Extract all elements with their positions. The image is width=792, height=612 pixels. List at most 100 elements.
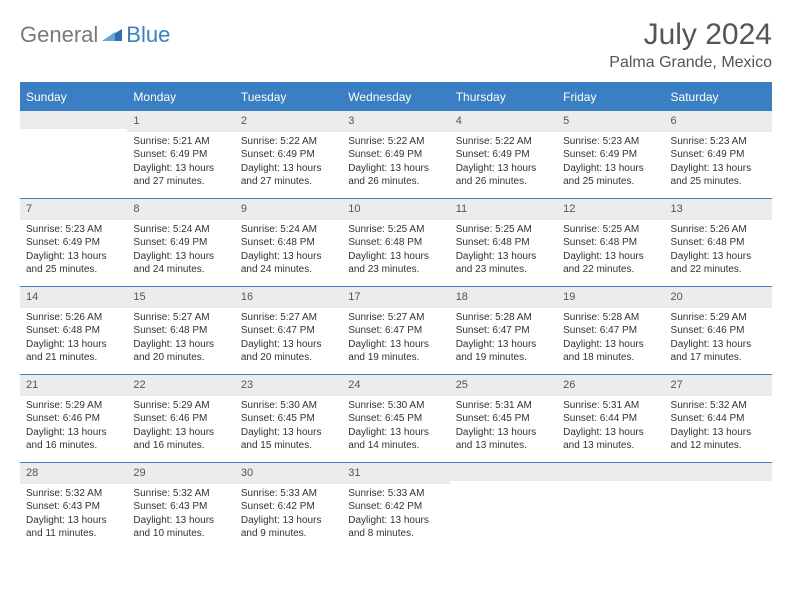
day-detail-line: Daylight: 13 hours (241, 426, 336, 440)
day-details: Sunrise: 5:22 AMSunset: 6:49 PMDaylight:… (235, 132, 342, 193)
calendar-day-cell: 28Sunrise: 5:32 AMSunset: 6:43 PMDayligh… (20, 463, 127, 551)
day-detail-line: Sunset: 6:45 PM (456, 412, 551, 426)
day-number: 23 (235, 375, 342, 396)
day-detail-line: and 26 minutes. (348, 175, 443, 189)
day-detail-line: and 27 minutes. (241, 175, 336, 189)
day-number: 28 (20, 463, 127, 484)
day-number: 21 (20, 375, 127, 396)
day-number: 1 (127, 111, 234, 132)
day-detail-line: and 22 minutes. (671, 263, 766, 277)
day-number: 19 (557, 287, 664, 308)
weekday-header: Wednesday (342, 83, 449, 111)
day-detail-line: Sunset: 6:49 PM (26, 236, 121, 250)
calendar-day-cell: 4Sunrise: 5:22 AMSunset: 6:49 PMDaylight… (450, 111, 557, 199)
day-detail-line: Sunrise: 5:22 AM (348, 135, 443, 149)
day-detail-line: and 10 minutes. (133, 527, 228, 541)
day-detail-line: Sunrise: 5:21 AM (133, 135, 228, 149)
calendar-day-cell: 10Sunrise: 5:25 AMSunset: 6:48 PMDayligh… (342, 199, 449, 287)
day-detail-line: and 13 minutes. (563, 439, 658, 453)
calendar-day-cell: 5Sunrise: 5:23 AMSunset: 6:49 PMDaylight… (557, 111, 664, 199)
day-detail-line: Sunset: 6:47 PM (563, 324, 658, 338)
day-number: 26 (557, 375, 664, 396)
day-details: Sunrise: 5:29 AMSunset: 6:46 PMDaylight:… (665, 308, 772, 369)
day-detail-line: and 14 minutes. (348, 439, 443, 453)
weekday-header: Sunday (20, 83, 127, 111)
day-detail-line: Sunrise: 5:32 AM (26, 487, 121, 501)
title-block: July 2024 Palma Grande, Mexico (609, 18, 772, 72)
calendar-day-cell: 9Sunrise: 5:24 AMSunset: 6:48 PMDaylight… (235, 199, 342, 287)
day-detail-line: Sunset: 6:45 PM (241, 412, 336, 426)
day-number: 9 (235, 199, 342, 220)
day-detail-line: Sunset: 6:42 PM (348, 500, 443, 514)
day-detail-line: Daylight: 13 hours (26, 338, 121, 352)
day-detail-line: Daylight: 13 hours (241, 250, 336, 264)
day-detail-line: and 22 minutes. (563, 263, 658, 277)
day-detail-line: Daylight: 13 hours (563, 426, 658, 440)
day-details: Sunrise: 5:23 AMSunset: 6:49 PMDaylight:… (665, 132, 772, 193)
day-detail-line: Daylight: 13 hours (671, 162, 766, 176)
day-number: 13 (665, 199, 772, 220)
weekday-header-row: Sunday Monday Tuesday Wednesday Thursday… (20, 83, 772, 111)
day-detail-line: and 15 minutes. (241, 439, 336, 453)
day-details: Sunrise: 5:23 AMSunset: 6:49 PMDaylight:… (20, 220, 127, 281)
day-detail-line: Daylight: 13 hours (133, 338, 228, 352)
day-detail-line: Daylight: 13 hours (456, 338, 551, 352)
calendar-day-cell: 7Sunrise: 5:23 AMSunset: 6:49 PMDaylight… (20, 199, 127, 287)
day-number: 14 (20, 287, 127, 308)
calendar-day-cell: 19Sunrise: 5:28 AMSunset: 6:47 PMDayligh… (557, 287, 664, 375)
calendar-body: 1 Sunrise: 5:21 AM Sunset: 6:49 PM Daylight… (20, 111, 772, 551)
brand-logo: General Blue (20, 22, 170, 48)
calendar-table: Sunday Monday Tuesday Wednesday Thursday… (20, 82, 772, 551)
day-detail-line: and 20 minutes. (133, 351, 228, 365)
day-detail-line: Sunrise: 5:24 AM (133, 223, 228, 237)
day-details: Sunrise: 5:30 AMSunset: 6:45 PMDaylight:… (235, 396, 342, 457)
day-detail-line: Daylight: 13 hours (133, 426, 228, 440)
day-number: 2 (235, 111, 342, 132)
day-detail-line: Sunrise: 5:31 AM (456, 399, 551, 413)
day-number: 30 (235, 463, 342, 484)
calendar-week-row: 14Sunrise: 5:26 AMSunset: 6:48 PMDayligh… (20, 287, 772, 375)
day-details: Sunrise: 5:26 AMSunset: 6:48 PMDaylight:… (665, 220, 772, 281)
day-detail-line: Daylight: 13 hours (456, 426, 551, 440)
weekday-header: Monday (127, 83, 234, 111)
calendar-day-cell: 11Sunrise: 5:25 AMSunset: 6:48 PMDayligh… (450, 199, 557, 287)
day-detail-line: Sunset: 6:46 PM (26, 412, 121, 426)
day-detail-line: and 16 minutes. (133, 439, 228, 453)
day-detail-line: Sunset: 6:46 PM (133, 412, 228, 426)
day-detail-line: Daylight: 13 hours (133, 514, 228, 528)
calendar-day-cell: 21Sunrise: 5:29 AMSunset: 6:46 PMDayligh… (20, 375, 127, 463)
day-number: 11 (450, 199, 557, 220)
calendar-day-cell (557, 463, 664, 551)
day-details: Sunrise: 5:22 AMSunset: 6:49 PMDaylight:… (342, 132, 449, 193)
day-number: 10 (342, 199, 449, 220)
day-detail-line: and 21 minutes. (26, 351, 121, 365)
day-detail-line: Sunrise: 5:31 AM (563, 399, 658, 413)
day-detail-line: Sunset: 6:47 PM (241, 324, 336, 338)
day-number: 17 (342, 287, 449, 308)
day-detail-line: and 11 minutes. (26, 527, 121, 541)
day-detail-line: Daylight: 13 hours (348, 162, 443, 176)
day-detail-line: Sunset: 6:48 PM (26, 324, 121, 338)
day-detail-line: Sunrise: 5:30 AM (241, 399, 336, 413)
calendar-day-cell: 6Sunrise: 5:23 AMSunset: 6:49 PMDaylight… (665, 111, 772, 199)
calendar-day-cell: 31Sunrise: 5:33 AMSunset: 6:42 PMDayligh… (342, 463, 449, 551)
day-detail-line: and 25 minutes. (563, 175, 658, 189)
day-detail-line: and 23 minutes. (348, 263, 443, 277)
day-detail-line: Daylight: 13 hours (563, 250, 658, 264)
day-detail-line: and 19 minutes. (456, 351, 551, 365)
day-number: 7 (20, 199, 127, 220)
day-details: Sunrise: 5:33 AMSunset: 6:42 PMDaylight:… (342, 484, 449, 545)
day-details: Sunrise: 5:23 AMSunset: 6:49 PMDaylight:… (557, 132, 664, 193)
day-detail-line: Daylight: 13 hours (133, 162, 228, 176)
day-details: Sunrise: 5:32 AMSunset: 6:43 PMDaylight:… (20, 484, 127, 545)
day-detail-line: Sunrise: 5:30 AM (348, 399, 443, 413)
day-detail-line: and 8 minutes. (348, 527, 443, 541)
calendar-day-cell: 27Sunrise: 5:32 AMSunset: 6:44 PMDayligh… (665, 375, 772, 463)
day-details: Sunrise: 5:28 AMSunset: 6:47 PMDaylight:… (557, 308, 664, 369)
weekday-header: Tuesday (235, 83, 342, 111)
header: General Blue July 2024 Palma Grande, Mex… (20, 18, 772, 72)
day-detail-line: Sunrise: 5:26 AM (671, 223, 766, 237)
day-detail-line: Sunrise: 5:28 AM (563, 311, 658, 325)
day-detail-line: Daylight: 13 hours (241, 162, 336, 176)
day-detail-line: Sunset: 6:47 PM (348, 324, 443, 338)
